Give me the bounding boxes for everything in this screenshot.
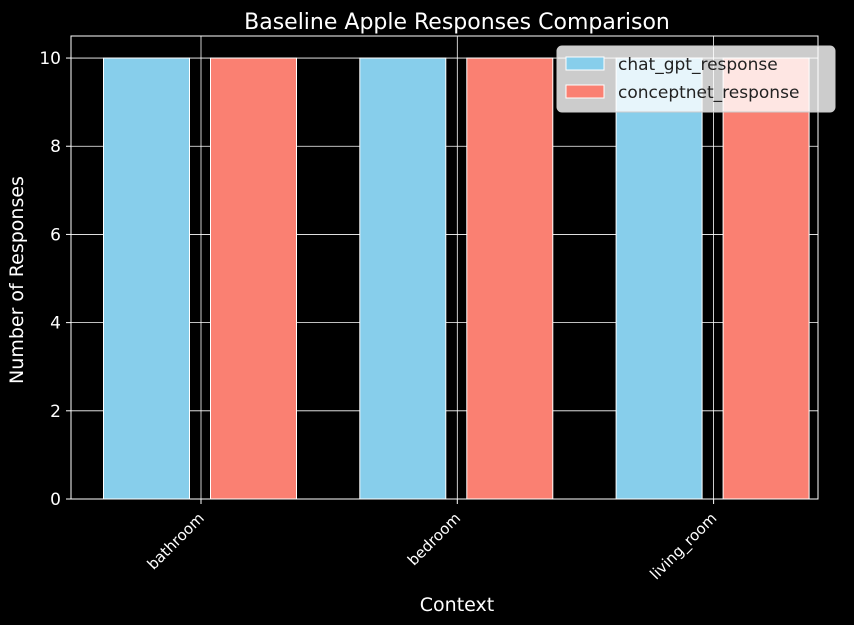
y-tick-label: 6 bbox=[50, 225, 61, 245]
y-tick-label: 4 bbox=[50, 314, 61, 334]
y-axis-ticks: 0 2 4 6 8 10 bbox=[39, 49, 71, 510]
bar-chat_gpt_response-bedroom bbox=[359, 57, 447, 500]
plot-frame bbox=[70, 35, 819, 500]
x-axis-label: Context bbox=[420, 594, 494, 616]
legend-swatch-chat_gpt_response bbox=[565, 56, 605, 71]
y-tick-label: 8 bbox=[50, 137, 61, 157]
legend-label-chat_gpt_response: chat_gpt_response bbox=[618, 55, 778, 75]
bars bbox=[103, 57, 810, 500]
y-tick-label: 0 bbox=[50, 490, 61, 510]
bar-conceptnet_response-living_room bbox=[722, 57, 810, 500]
y-tick-label: 10 bbox=[39, 49, 61, 69]
legend-swatch-conceptnet_response bbox=[565, 84, 605, 99]
bar-conceptnet_response-bedroom bbox=[466, 57, 554, 500]
bar-chat_gpt_response-living_room bbox=[615, 57, 703, 500]
legend-box bbox=[556, 45, 836, 113]
y-axis-label: Number of Responses bbox=[6, 176, 28, 384]
bar-conceptnet_response-bathroom bbox=[210, 57, 297, 500]
y-tick-label: 2 bbox=[50, 402, 61, 422]
legend: chat_gpt_response conceptnet_response bbox=[556, 45, 836, 113]
bar-chat_gpt_response-bathroom bbox=[103, 57, 190, 500]
legend-label-conceptnet_response: conceptnet_response bbox=[618, 83, 799, 103]
chart-title: Baseline Apple Responses Comparison bbox=[244, 10, 670, 35]
